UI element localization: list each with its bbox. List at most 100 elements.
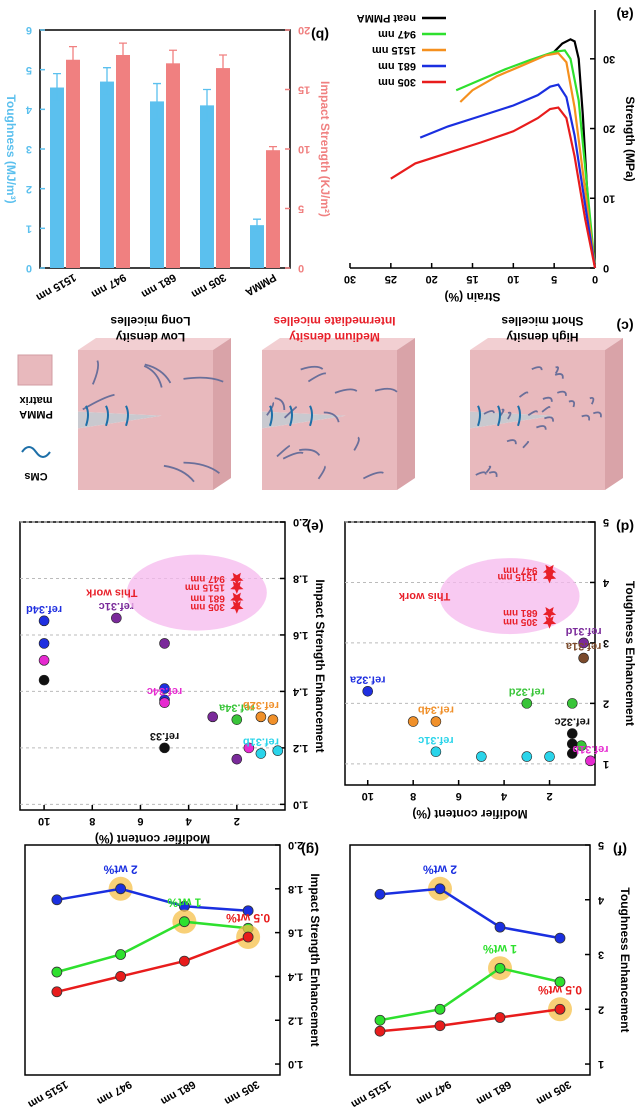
block-front bbox=[262, 350, 397, 490]
error-bar bbox=[269, 145, 277, 155]
point-marker bbox=[159, 638, 170, 649]
x-tick-label: 947 nm bbox=[414, 1078, 453, 1107]
y-tick-label: 0 bbox=[603, 262, 609, 274]
x-tick-label: 2 bbox=[234, 815, 240, 827]
x-axis-label: Modifier content (%) bbox=[95, 832, 210, 846]
micelle bbox=[541, 406, 551, 413]
point-marker bbox=[566, 728, 578, 739]
micelle bbox=[163, 464, 195, 483]
bar bbox=[266, 150, 280, 268]
series-label: ref.31a bbox=[565, 640, 601, 652]
y-tick-label: 2.0 bbox=[288, 839, 303, 851]
y-tick-label: 10 bbox=[603, 192, 615, 204]
error-bar bbox=[219, 54, 227, 82]
micelle bbox=[282, 451, 304, 460]
series-label: ref.34d bbox=[26, 603, 62, 615]
y-tick-label: 3 bbox=[598, 949, 604, 961]
series-label: ref.34b bbox=[418, 704, 454, 716]
y-tick-label: 3 bbox=[603, 637, 609, 649]
y-tick-label: 5 bbox=[598, 839, 604, 851]
bridging-micelle bbox=[269, 405, 273, 427]
y-tick-label: 5 bbox=[298, 203, 304, 215]
x-tick-label: 0 bbox=[592, 273, 598, 285]
legend-label: 1515 nm bbox=[372, 44, 416, 56]
point-marker bbox=[407, 716, 419, 727]
star-marker bbox=[230, 592, 244, 606]
x-tick-label: 8 bbox=[410, 790, 416, 802]
point-marker bbox=[159, 697, 170, 709]
point-marker bbox=[38, 615, 50, 627]
bar bbox=[216, 68, 230, 268]
micelle bbox=[531, 366, 543, 371]
point-marker bbox=[566, 748, 578, 759]
y-tick-label: 4 bbox=[25, 103, 32, 115]
line bbox=[459, 52, 597, 269]
point-marker bbox=[521, 698, 533, 709]
point-marker bbox=[231, 714, 243, 725]
plot-frame bbox=[24, 844, 281, 1076]
x-tick-label: 681 nm bbox=[474, 1078, 513, 1107]
block-front bbox=[78, 350, 213, 490]
x-tick-label: 15 bbox=[466, 273, 478, 285]
series-label: 0.5 wt% bbox=[538, 983, 582, 997]
highlight-ellipse bbox=[126, 554, 267, 631]
block-top bbox=[262, 338, 415, 350]
legend-matrix-swatch bbox=[17, 354, 53, 386]
marker bbox=[554, 1003, 566, 1015]
series-label: ref.31c bbox=[99, 600, 134, 612]
y-tick-label: 1.6 bbox=[293, 629, 308, 641]
x-axis-label: Strain (%) bbox=[444, 290, 500, 304]
star-marker bbox=[230, 572, 244, 586]
point-marker bbox=[430, 746, 442, 758]
bridging-micelle bbox=[125, 405, 129, 427]
panel-label: (f) bbox=[613, 842, 627, 858]
line bbox=[379, 887, 561, 940]
micelle bbox=[299, 448, 321, 456]
series-label: 0.5 wt% bbox=[226, 911, 270, 925]
point-marker bbox=[255, 711, 267, 723]
point-label: 947 nm bbox=[190, 573, 225, 584]
point-marker bbox=[544, 751, 555, 762]
micelle bbox=[506, 439, 517, 445]
series-label: 2 wt% bbox=[103, 863, 137, 877]
x-tick-label: 10 bbox=[362, 790, 374, 802]
block-front bbox=[470, 350, 605, 490]
y-tick-label: 4 bbox=[597, 894, 604, 906]
y-tick-label: 4 bbox=[602, 577, 609, 589]
marker bbox=[115, 949, 127, 960]
line bbox=[455, 49, 597, 269]
y-tick-label: 2 bbox=[598, 1003, 604, 1015]
y-axis-label: Toughness (MJ/m³) bbox=[4, 94, 18, 203]
series-label: This work bbox=[85, 587, 137, 599]
series-label: 1 wt% bbox=[167, 895, 201, 909]
point-label: 305 nm bbox=[190, 601, 225, 612]
marker bbox=[434, 883, 446, 895]
marker bbox=[554, 976, 566, 988]
line bbox=[379, 1008, 561, 1033]
point-label: 681 nm bbox=[190, 593, 225, 604]
y-tick-label: 5 bbox=[26, 64, 32, 76]
legend-label: 305 nm bbox=[378, 76, 416, 88]
point-marker bbox=[267, 714, 279, 725]
series-label: ref.31d bbox=[566, 625, 602, 637]
block-top bbox=[470, 338, 623, 350]
series-label: ref.32b bbox=[243, 699, 279, 711]
line bbox=[56, 887, 249, 912]
point-marker bbox=[38, 674, 50, 686]
point-marker bbox=[207, 711, 219, 723]
x-tick-label: 5 bbox=[551, 273, 557, 285]
marker bbox=[374, 888, 386, 900]
point-marker bbox=[476, 751, 487, 762]
bridging-micelle bbox=[105, 405, 109, 427]
schematic-title: Short micelles bbox=[501, 314, 583, 328]
line bbox=[390, 106, 597, 269]
y-tick-label: 20 bbox=[603, 123, 615, 135]
marker bbox=[434, 1003, 446, 1015]
y-tick-label: 1 bbox=[26, 222, 32, 234]
micelle bbox=[536, 425, 547, 430]
schematic-subtitle: Medium density bbox=[289, 330, 380, 344]
y-tick-label: 3 bbox=[26, 143, 32, 155]
y-tick-label: 1.6 bbox=[288, 927, 303, 939]
micelle bbox=[183, 376, 224, 383]
series-label: ref.31c bbox=[418, 734, 453, 746]
